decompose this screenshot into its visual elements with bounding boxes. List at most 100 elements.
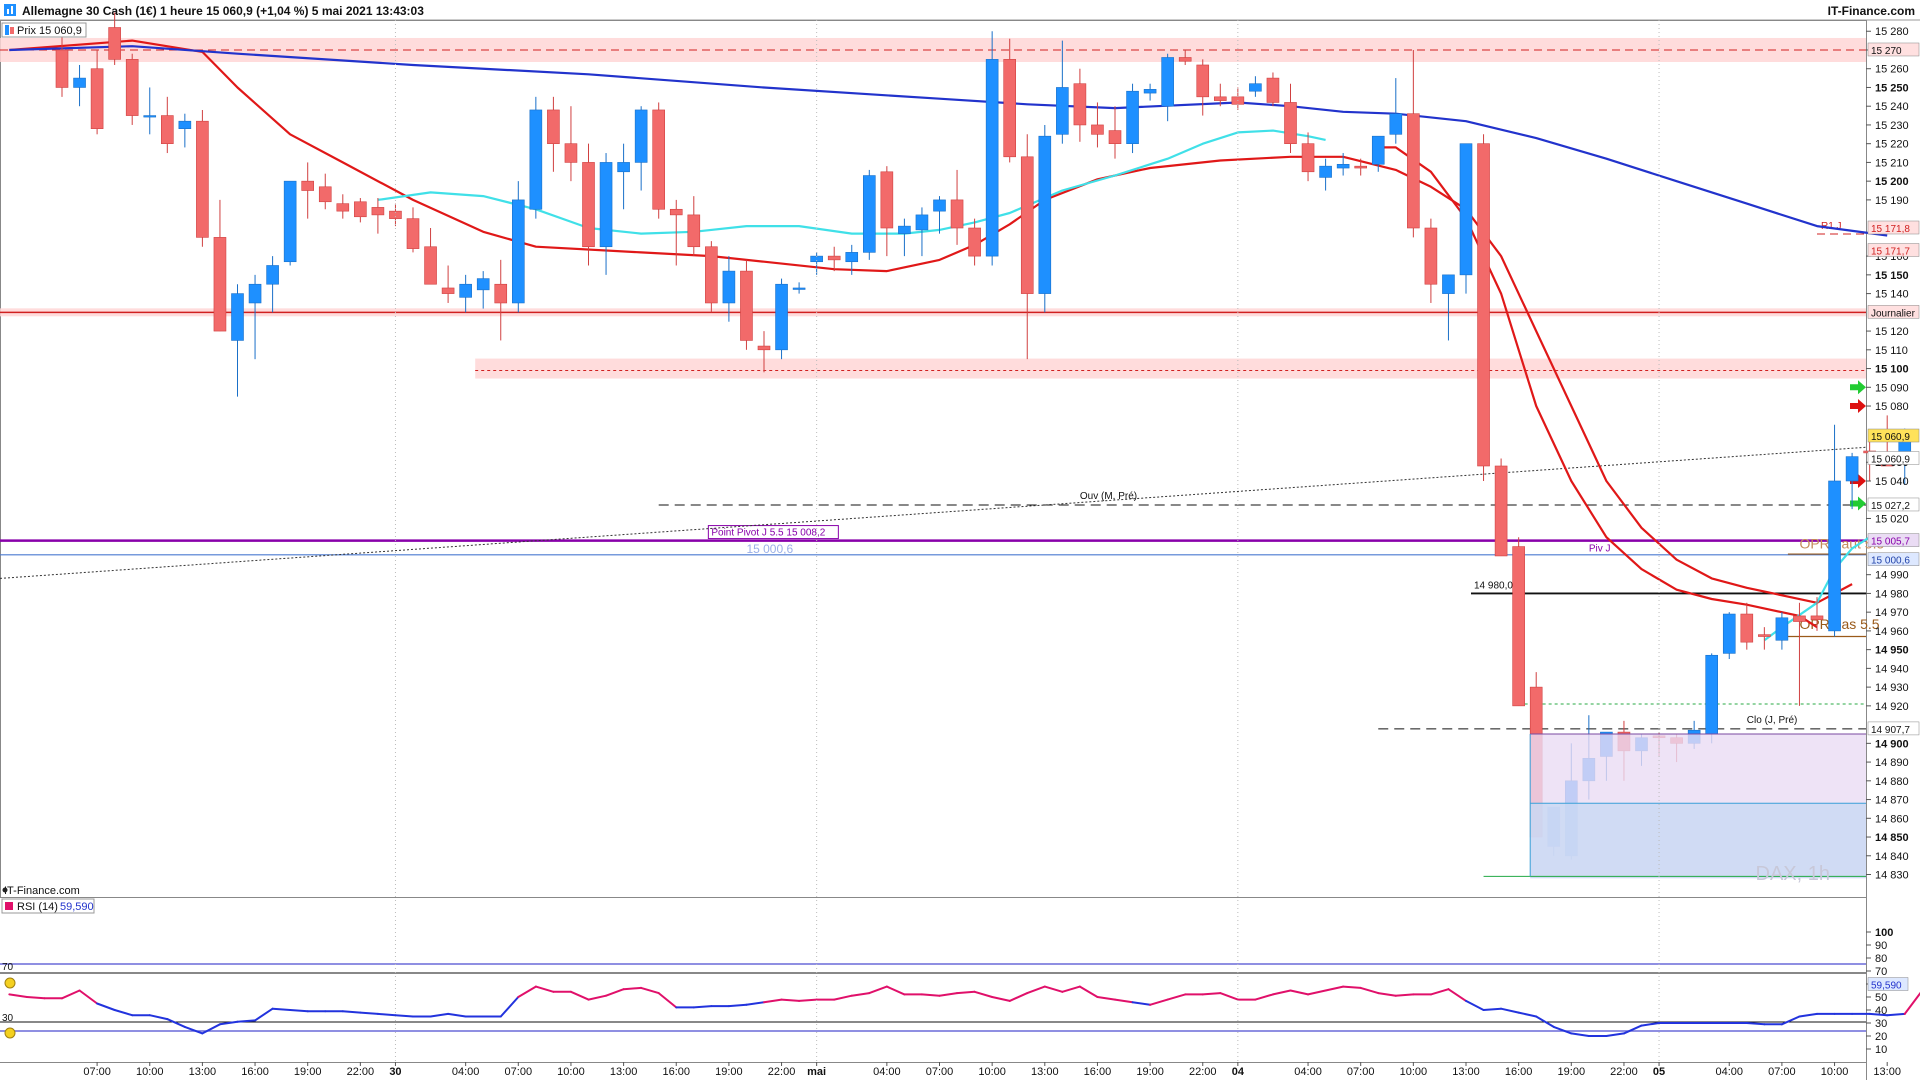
candle-body[interactable]	[1793, 615, 1806, 622]
candle-body[interactable]	[1828, 480, 1841, 632]
candle-body[interactable]	[1705, 654, 1718, 735]
candle-body[interactable]	[406, 218, 420, 249]
candle-body[interactable]	[898, 225, 911, 234]
candle-body[interactable]	[1722, 613, 1736, 654]
candle-body[interactable]	[266, 265, 279, 285]
candle-body[interactable]	[196, 120, 209, 238]
candle-body[interactable]	[1056, 87, 1069, 135]
candle-body[interactable]	[354, 201, 367, 218]
candle-body[interactable]	[476, 278, 490, 291]
candle-body[interactable]	[1003, 59, 1017, 158]
candle-body[interactable]	[1178, 57, 1192, 62]
candle-body[interactable]	[1494, 465, 1508, 557]
candle-body[interactable]	[389, 210, 402, 219]
chart-logo-bar-2	[11, 6, 13, 14]
candle-body[interactable]	[845, 252, 859, 263]
price-tick-label: 14 960	[1875, 626, 1909, 638]
candle-body[interactable]	[933, 199, 946, 212]
candle-body[interactable]	[862, 175, 876, 253]
candle-body[interactable]	[722, 270, 736, 304]
candle-body[interactable]	[617, 162, 630, 173]
candle-body[interactable]	[1845, 456, 1859, 482]
candle-body[interactable]	[687, 214, 701, 248]
candle-body[interactable]	[1442, 274, 1455, 294]
candle-body[interactable]	[283, 180, 297, 263]
candle-body[interactable]	[985, 59, 999, 257]
candle-body[interactable]	[1284, 102, 1297, 144]
candle-body[interactable]	[827, 255, 841, 261]
candle-body[interactable]	[371, 207, 385, 216]
candle-body[interactable]	[1249, 83, 1262, 92]
candle-body[interactable]	[1108, 130, 1122, 144]
candle-body[interactable]	[1407, 113, 1420, 229]
candle-body[interactable]	[1371, 135, 1385, 165]
candle-body[interactable]	[1424, 227, 1438, 285]
rsi-legend-box[interactable]	[1, 898, 95, 914]
candle-body[interactable]	[1073, 83, 1087, 126]
candle-body[interactable]	[1143, 89, 1157, 94]
candle-body[interactable]	[1512, 546, 1525, 707]
candle-body[interactable]	[740, 270, 753, 341]
candle-body[interactable]	[1266, 77, 1280, 103]
candle-body[interactable]	[1091, 124, 1104, 135]
candle-body[interactable]	[231, 293, 244, 341]
candle-body[interactable]	[459, 283, 472, 298]
candle-body[interactable]	[248, 283, 262, 304]
candle-body[interactable]	[915, 214, 929, 231]
candle-body[interactable]	[1354, 165, 1367, 169]
candle-body[interactable]	[213, 237, 227, 332]
candle-body[interactable]	[336, 203, 350, 212]
brand-label[interactable]: IT-Finance.com	[1828, 4, 1915, 18]
candle-body[interactable]	[1214, 96, 1227, 101]
candle-body[interactable]	[1020, 156, 1034, 294]
candle-body[interactable]	[705, 246, 718, 304]
candle-body[interactable]	[1758, 634, 1771, 637]
candle-body[interactable]	[599, 162, 613, 248]
candle-body[interactable]	[108, 27, 121, 60]
candle-body[interactable]	[424, 246, 437, 285]
candle-body[interactable]	[441, 287, 455, 294]
candle-body[interactable]	[950, 199, 964, 229]
candle-body[interactable]	[880, 171, 894, 229]
candle-body[interactable]	[161, 115, 174, 144]
candle-body[interactable]	[582, 162, 595, 248]
time-axis[interactable]: 07:00 10:00 13:00 16:00 19:00 22:00 30 04:00 07:…	[83, 20, 1901, 1078]
candle-body[interactable]	[73, 77, 86, 88]
candle-body[interactable]	[792, 287, 806, 290]
candle-body[interactable]	[1810, 615, 1824, 620]
candle-body[interactable]	[1161, 57, 1174, 107]
candle-body[interactable]	[55, 49, 69, 88]
candle-body[interactable]	[529, 109, 543, 210]
candle-body[interactable]	[564, 143, 578, 163]
candle-body[interactable]	[1740, 613, 1754, 643]
candle-body[interactable]	[1477, 143, 1490, 467]
candle-body[interactable]	[547, 109, 560, 144]
candle-body[interactable]	[143, 115, 157, 118]
target-arrow-green-icon	[1850, 380, 1866, 395]
candle-body[interactable]	[1319, 165, 1332, 178]
candle-body[interactable]	[968, 227, 981, 257]
price-legend-box[interactable]	[1, 22, 87, 38]
candle-body[interactable]	[125, 59, 139, 116]
candle-body[interactable]	[90, 68, 104, 129]
candle-body[interactable]	[652, 109, 666, 210]
candle-body[interactable]	[511, 199, 525, 304]
candle-body[interactable]	[634, 109, 648, 163]
candle-body[interactable]	[494, 283, 508, 304]
candle-body[interactable]	[301, 180, 315, 191]
candle-body[interactable]	[1196, 64, 1210, 98]
candle-body[interactable]	[1126, 90, 1139, 144]
candle-body[interactable]	[1301, 143, 1315, 173]
candle-body[interactable]	[1038, 135, 1052, 294]
candle-body[interactable]	[1775, 617, 1789, 641]
candle-body[interactable]	[669, 208, 683, 216]
candle-body[interactable]	[318, 186, 332, 203]
price-axis[interactable]: 15 280 15 270 15 260 15 250 15 240 15 230 15 2…	[1866, 26, 1920, 882]
candle-body[interactable]	[757, 345, 771, 351]
candle-body[interactable]	[1459, 143, 1473, 276]
candle-body[interactable]	[1336, 163, 1350, 169]
candle-body[interactable]	[1389, 113, 1403, 135]
candle-body[interactable]	[178, 120, 192, 129]
candle-body[interactable]	[775, 283, 788, 351]
